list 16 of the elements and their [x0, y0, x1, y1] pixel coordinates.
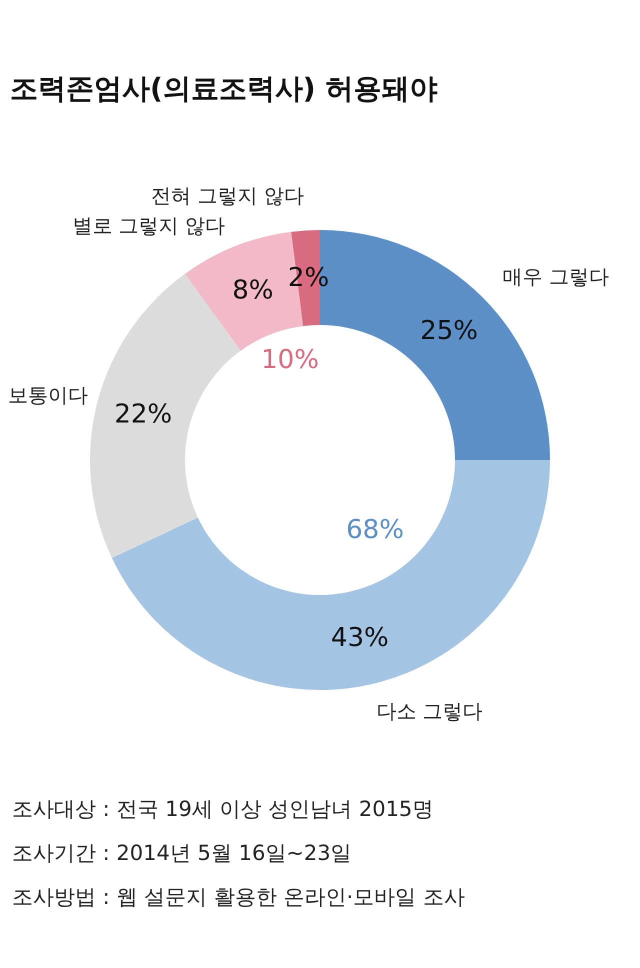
chart-title: 조력존엄사(의료조력사) 허용돼야 [10, 72, 438, 105]
text: 조사대상 : 전국 19세 이상 성인남녀 2015명 [12, 797, 434, 821]
text: 조사방법 : 웹 설문지 활용한 온라인·모바일 조사 [12, 885, 465, 909]
data-label: 22% [114, 400, 172, 430]
text: 조사기간 : 2014년 5월 16일~23일 [12, 841, 352, 865]
data-label: 25% [420, 316, 478, 346]
slice-label: 다소 그렇다 [376, 698, 483, 723]
slice-label: 별로 그렇지 않다 [72, 213, 226, 238]
text: 68% [346, 515, 404, 545]
text: 10% [261, 345, 319, 375]
slice-label: 매우 그렇다 [502, 264, 609, 289]
donut-slice [112, 460, 550, 690]
slice-label: 전혀 그렇지 않다 [151, 183, 304, 208]
data-label: 43% [330, 623, 389, 654]
slice-label: 보통이다 [8, 382, 88, 407]
data-label: 8% [232, 275, 274, 306]
